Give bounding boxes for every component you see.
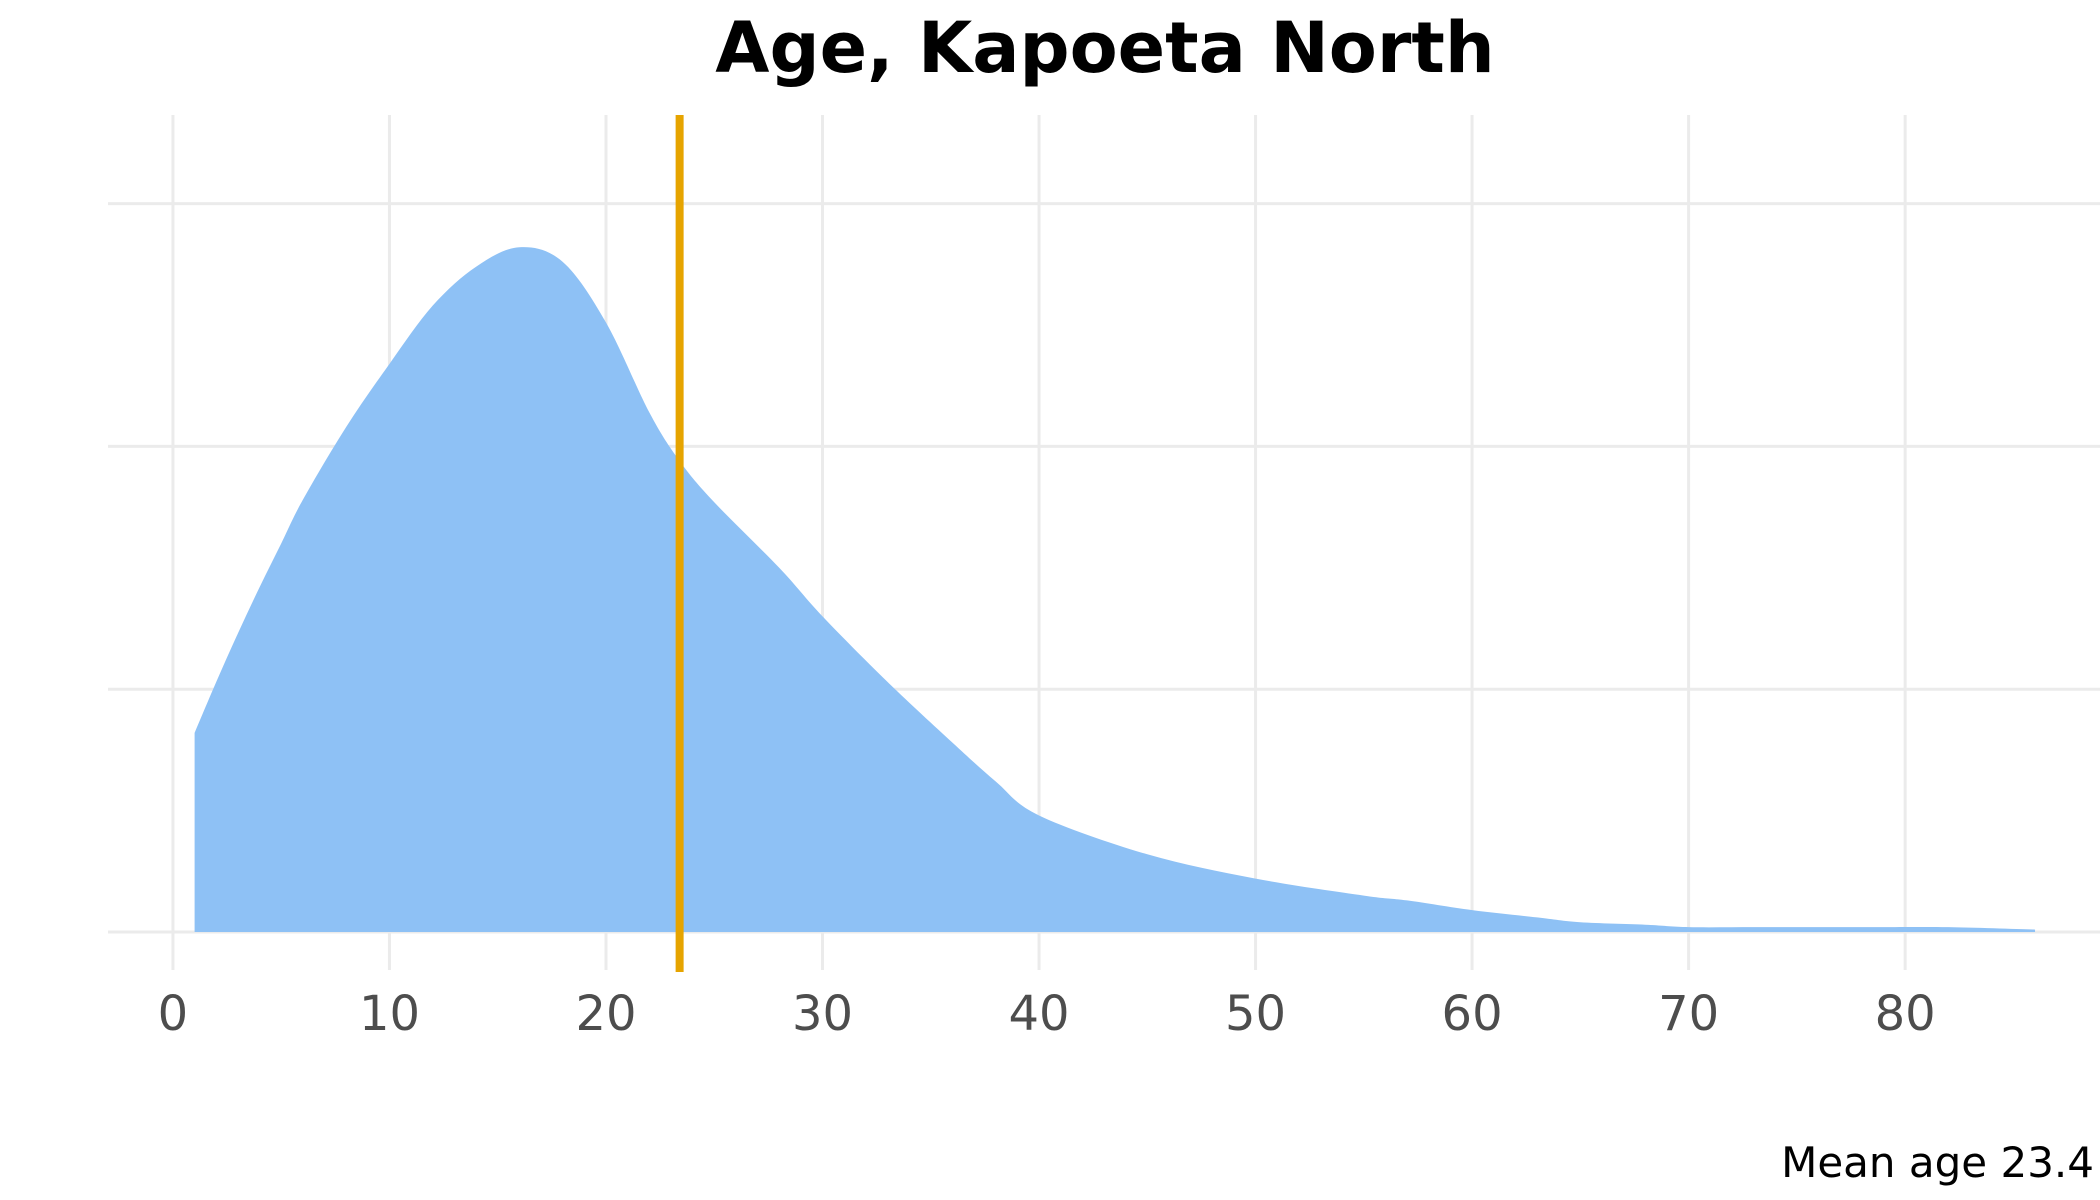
x-tick-label-70: 70 [1658,986,1719,1042]
area-layer [194,247,2036,932]
x-tick-label-0: 0 [158,986,189,1042]
x-tick-label-20: 20 [575,986,636,1042]
age-density-area [194,247,2036,932]
x-tick-label-10: 10 [359,986,420,1042]
x-tick-label-40: 40 [1009,986,1070,1042]
chart-title: Age, Kapoeta North [715,7,1494,89]
mean-age-caption: Mean age 23.4 [1781,1138,2094,1187]
x-tick-label-50: 50 [1225,986,1286,1042]
x-axis-ticks: 0 10 20 30 40 50 60 70 80 [158,986,1936,1042]
x-tick-label-30: 30 [792,986,853,1042]
x-tick-label-80: 80 [1875,986,1936,1042]
x-tick-label-60: 60 [1442,986,1503,1042]
